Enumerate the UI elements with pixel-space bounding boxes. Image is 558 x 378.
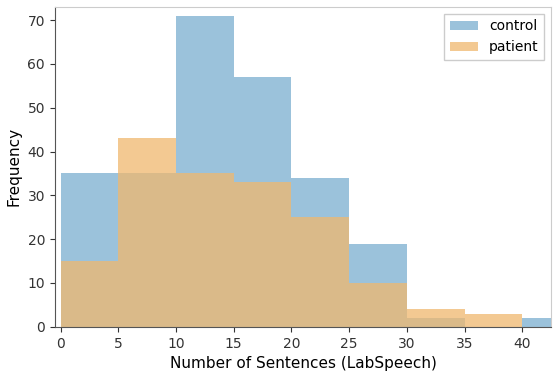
X-axis label: Number of Sentences (LabSpeech): Number of Sentences (LabSpeech) xyxy=(170,356,436,371)
Y-axis label: Frequency: Frequency xyxy=(7,127,22,206)
Legend: control, patient: control, patient xyxy=(445,14,544,60)
